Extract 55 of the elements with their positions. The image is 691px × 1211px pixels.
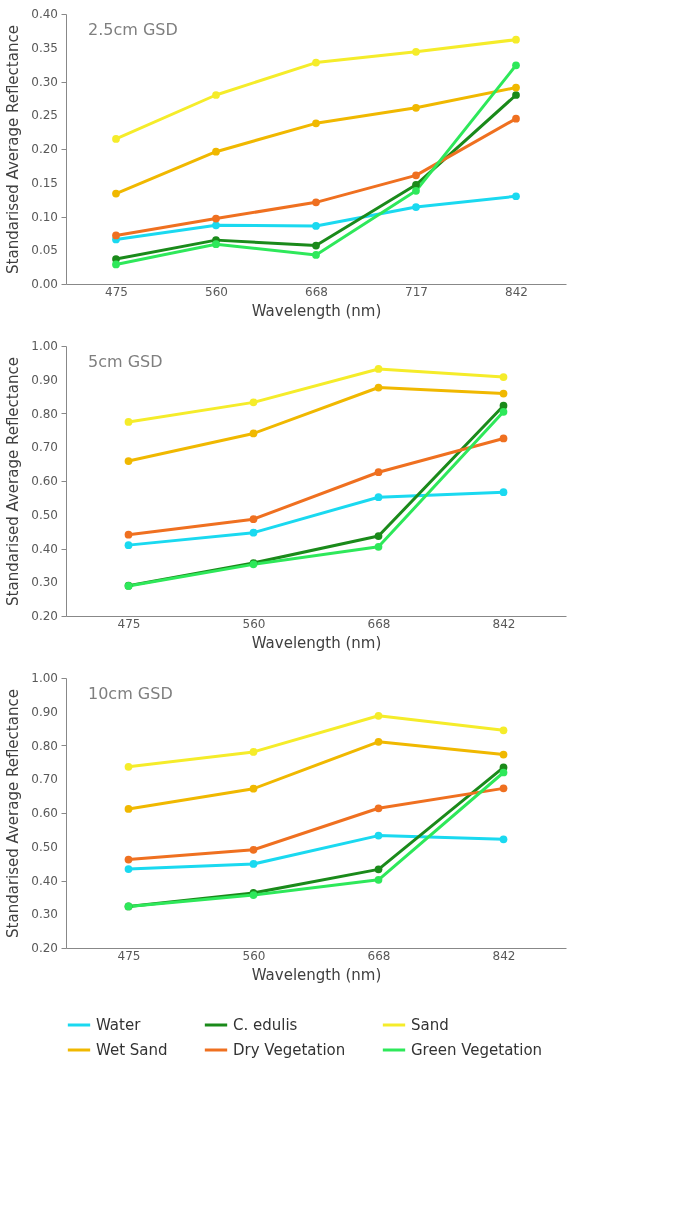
- y-tick-label: 1.00: [31, 339, 58, 353]
- y-tick-label: 0.70: [31, 772, 58, 787]
- annotation: 2.5cm GSD: [88, 20, 178, 39]
- legend-label: Dry Vegetation: [233, 1041, 346, 1059]
- y-tick-label: 0.15: [31, 175, 58, 190]
- legend-label: Green Vegetation: [411, 1041, 543, 1059]
- x-tick-label: 842: [492, 948, 516, 963]
- y-axis-title: Standarised Average Reflectance: [4, 357, 22, 606]
- y-tick-label: 1.00: [31, 671, 58, 685]
- y-tick-label: 0.80: [31, 738, 58, 753]
- legend-label: Water: [96, 1016, 142, 1034]
- x-tick-label: 668: [367, 616, 391, 631]
- legend-label: C. edulis: [233, 1016, 298, 1034]
- x-tick-label: 668: [367, 948, 391, 963]
- y-tick-label: 0.60: [31, 474, 58, 488]
- y-tick-label: 0.20: [31, 142, 58, 156]
- legend-label: Wet Sand: [96, 1041, 168, 1059]
- x-axis-title: Wavelength (nm): [251, 633, 382, 652]
- x-tick-label: 475: [117, 948, 141, 963]
- x-axis-title: Wavelength (nm): [251, 965, 382, 984]
- y-tick-label: 0.40: [31, 541, 58, 556]
- x-tick-label: 560: [242, 948, 266, 963]
- y-axis-title: Standarised Average Reflectance: [4, 689, 22, 938]
- y-tick-label: 0.10: [31, 209, 58, 224]
- x-tick-label: 560: [242, 616, 266, 631]
- y-tick-label: 0.90: [31, 704, 58, 719]
- annotation: 10cm GSD: [88, 684, 173, 703]
- y-tick-label: 0.80: [31, 406, 58, 421]
- y-tick-label: 0.70: [31, 440, 58, 455]
- y-tick-label: 0.20: [31, 609, 58, 623]
- y-tick-label: 0.30: [31, 907, 58, 922]
- y-tick-label: 0.30: [31, 74, 58, 89]
- y-tick-label: 0.40: [31, 873, 58, 888]
- x-tick-label: 842: [492, 616, 516, 631]
- y-tick-label: 0.05: [31, 243, 58, 258]
- x-tick-label: 560: [205, 284, 228, 299]
- y-tick-label: 0.00: [31, 277, 58, 291]
- x-tick-label: 475: [105, 284, 128, 299]
- y-tick-label: 0.50: [31, 839, 58, 854]
- y-tick-label: 0.35: [31, 40, 58, 55]
- x-tick-label: 842: [505, 284, 528, 299]
- y-tick-label: 0.20: [31, 941, 58, 955]
- x-tick-label: 475: [117, 616, 141, 631]
- x-tick-label: 668: [305, 284, 328, 299]
- annotation: 5cm GSD: [88, 352, 163, 371]
- y-tick-label: 0.40: [31, 7, 58, 21]
- x-tick-label: 717: [405, 284, 428, 299]
- x-axis-title: Wavelength (nm): [251, 301, 382, 320]
- legend-label: Sand: [411, 1016, 449, 1034]
- y-tick-label: 0.90: [31, 372, 58, 387]
- y-tick-label: 0.30: [31, 575, 58, 590]
- y-tick-label: 0.50: [31, 507, 58, 522]
- y-tick-label: 0.60: [31, 806, 58, 820]
- y-axis-title: Standarised Average Reflectance: [4, 25, 22, 274]
- y-tick-label: 0.25: [31, 108, 58, 123]
